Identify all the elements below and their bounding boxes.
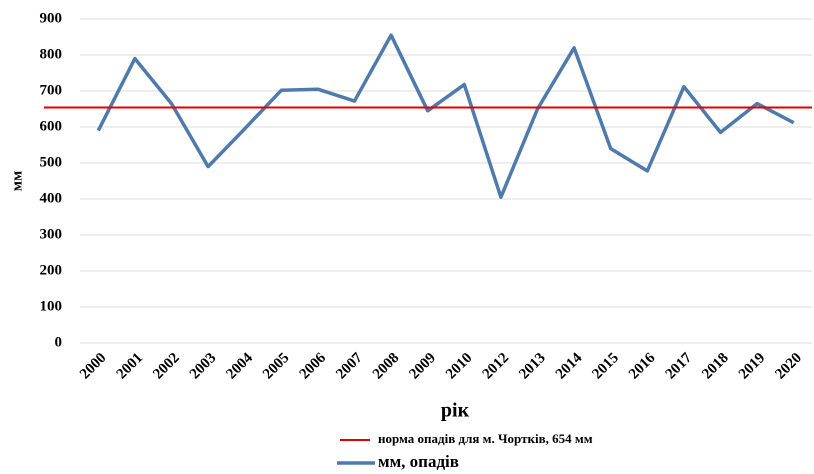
x-tick-label: 2020: [772, 350, 805, 383]
x-tick-label: 2016: [626, 350, 659, 383]
x-tick-label: 2014: [553, 350, 586, 383]
y-tick-label: 800: [40, 46, 63, 62]
x-tick-label: 2001: [114, 350, 147, 383]
x-tick-label: 2017: [663, 350, 696, 383]
x-tick-label: 2008: [370, 350, 403, 383]
x-tick-label: 2019: [736, 350, 769, 383]
x-tick-label: 2006: [297, 350, 330, 383]
y-tick-label: 700: [40, 82, 63, 98]
x-tick-label: 2009: [406, 350, 439, 383]
x-tick-label: 2000: [77, 350, 110, 383]
data-line: [96, 33, 795, 199]
x-axis-label: рік: [441, 400, 470, 422]
legend-label: мм, опадів: [378, 452, 459, 471]
y-tick-label: 500: [40, 154, 63, 170]
x-tick-label: 2012: [480, 350, 513, 383]
x-tick-label: 2010: [443, 350, 476, 383]
y-axis-label: мм: [9, 171, 25, 191]
y-tick-label: 900: [40, 10, 63, 26]
y-tick-label: 400: [40, 190, 63, 206]
legend-label: норма опадів для м. Чортків, 654 мм: [378, 431, 593, 446]
x-tick-label: 2002: [150, 350, 183, 383]
y-tick-label: 600: [40, 118, 63, 134]
x-tick-label: 2004: [223, 350, 256, 383]
x-tick-label: 2003: [187, 350, 220, 383]
x-tick-label: 2018: [699, 350, 732, 383]
y-tick-label: 0: [55, 334, 63, 350]
x-tick-label: 2013: [516, 350, 549, 383]
y-tick-label: 300: [40, 226, 63, 242]
x-tick-label: 2015: [589, 350, 622, 383]
y-tick-label: 200: [40, 262, 63, 278]
y-tick-label: 100: [40, 298, 63, 314]
x-tick-label: 2005: [260, 350, 293, 383]
x-tick-label: 2007: [333, 350, 366, 383]
